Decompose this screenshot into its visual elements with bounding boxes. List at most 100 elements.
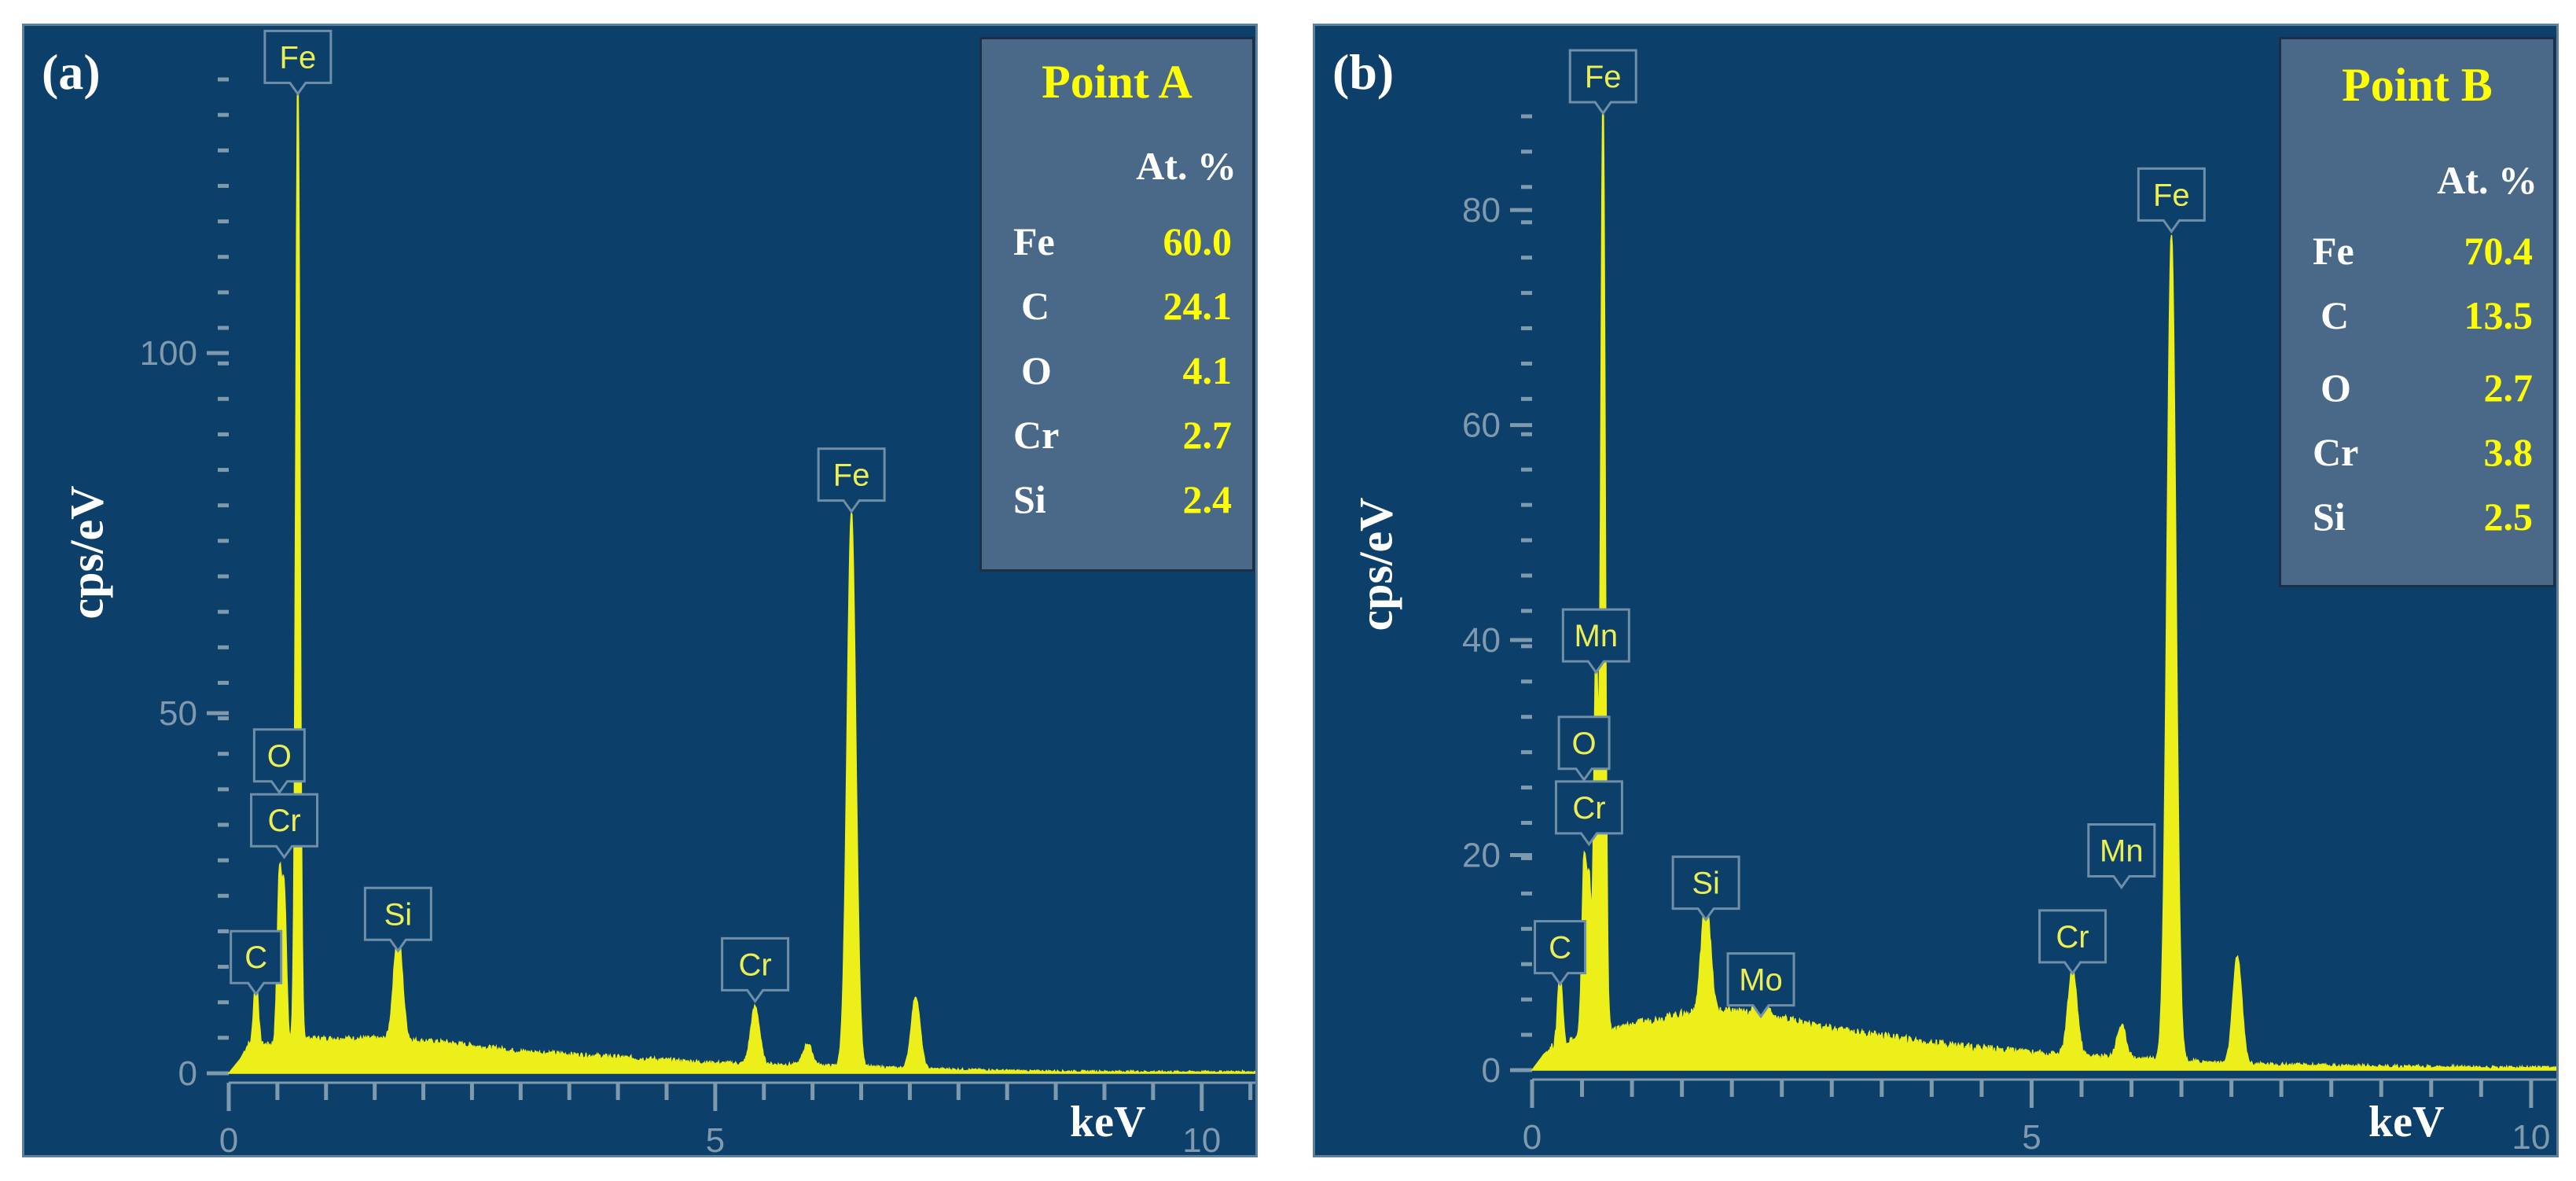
peak-tag: C (1534, 920, 1587, 987)
composition-value: 3.8 (2483, 430, 2534, 474)
composition-box-a: Point A At. % Fe 60.0 C 24.1 O 4.1 Cr 2.… (979, 37, 1255, 572)
peak-tag-box (230, 929, 283, 996)
peak-tag: Mn (1561, 608, 1630, 675)
y-tick-label: 0 (1482, 1051, 1501, 1090)
composition-row: O 2.7 (2313, 365, 2533, 412)
peak-tag-label: Cr (267, 804, 300, 838)
composition-value: 4.1 (1182, 348, 1233, 392)
peak-tag: O (252, 728, 306, 795)
composition-element: Cr (1013, 413, 1060, 457)
peak-tag: C (230, 929, 283, 996)
peak-tag: Fe (2137, 167, 2206, 234)
composition-value: 70.4 (2464, 229, 2534, 273)
composition-row: O 4.1 (1013, 348, 1232, 395)
peak-tag-box (252, 728, 306, 795)
composition-element: C (2321, 293, 2350, 337)
y-tick-label: 60 (1462, 407, 1501, 445)
x-tick-label: 5 (706, 1121, 725, 1157)
x-tick-label: 0 (219, 1121, 238, 1157)
x-axis-unit-b: keV (2368, 1098, 2445, 1146)
peak-tag-box (263, 29, 333, 96)
composition-element: C (1021, 284, 1050, 328)
peak-tag-box (1561, 608, 1630, 675)
spectrum-series (227, 68, 1255, 1075)
composition-row: Cr 2.7 (1013, 412, 1232, 459)
x-tick-label: 5 (2022, 1118, 2041, 1157)
composition-value: 60.0 (1163, 219, 1233, 263)
composition-value: 2.4 (1182, 477, 1233, 521)
peak-tag: Mn (2087, 823, 2156, 890)
panel-label-a: (a) (42, 44, 101, 100)
composition-value: 2.7 (1182, 413, 1233, 457)
composition-value: 2.5 (2483, 495, 2534, 539)
composition-title-b: Point B (2342, 59, 2493, 111)
composition-title-a: Point A (1042, 56, 1192, 108)
peak-tag: Si (1671, 855, 1740, 922)
composition-row: Si 2.4 (1013, 476, 1232, 524)
peak-tag-label: Fe (280, 40, 317, 75)
x-axis-unit-a: keV (1070, 1098, 1146, 1146)
composition-element: Cr (2313, 430, 2359, 474)
x-tick-label: 10 (2512, 1118, 2550, 1157)
composition-element: O (2321, 366, 2351, 410)
peak-tag-label: Cr (1572, 791, 1605, 826)
peak-tag-label: C (1549, 931, 1571, 966)
composition-row: Si 2.5 (2313, 494, 2533, 541)
y-tick-label: 0 (178, 1054, 197, 1093)
y-axis-title-a: cps/eV (61, 485, 113, 620)
composition-row: Fe 70.4 (2313, 228, 2533, 275)
peak-tag-box (1568, 49, 1637, 116)
spectrum-panel-b: 0 20 40 60 80 0 5 10 Fe Fe Mn O Cr C Si Mo Cr Mn (b) cps/… (1313, 24, 2559, 1157)
peak-tag-label: Fe (833, 458, 870, 493)
y-tick-label: 50 (159, 694, 197, 733)
peak-tag: Fe (1568, 49, 1637, 116)
composition-element: Si (2313, 495, 2346, 539)
peak-tag-label: Si (1692, 866, 1720, 901)
composition-value: 24.1 (1163, 284, 1233, 328)
composition-element: Si (1013, 477, 1046, 521)
composition-row: Cr 3.8 (2313, 429, 2533, 476)
peak-tag: Cr (250, 793, 319, 859)
composition-row: C 13.5 (2313, 292, 2533, 340)
x-tick-label: 0 (1523, 1118, 1542, 1157)
peak-tag-box (721, 936, 790, 1003)
y-axis-title-b: cps/eV (1350, 497, 1402, 631)
peak-tag: O (1557, 716, 1611, 782)
peak-tag-label: Fe (1585, 60, 1622, 94)
composition-unit-b: At. % (2437, 158, 2537, 202)
composition-unit-a: At. % (1136, 144, 1237, 188)
peak-tag-label: Mo (1739, 963, 1783, 998)
peak-tag-box (363, 886, 432, 953)
composition-box-b: Point B At. % Fe 70.4 C 13.5 O 2.7 Cr 3.… (2279, 37, 2556, 587)
composition-element: Fe (2313, 229, 2354, 273)
peak-tag: Cr (721, 936, 790, 1003)
peak-tag: Cr (2038, 909, 2107, 976)
peak-tag-label: Si (384, 897, 413, 932)
peak-tag-label: Mn (1575, 619, 1619, 653)
spectrum-plot-a: 0 50 100 0 5 10 Fe Fe O Cr C Si Cr (140, 29, 1255, 1157)
peak-tag-box (1534, 920, 1587, 987)
peak-tag-label: Cr (2056, 920, 2089, 955)
peak-tag-label: O (1572, 727, 1597, 761)
peak-tag-label: Mn (2100, 834, 2144, 869)
x-tick-label: 10 (1182, 1121, 1221, 1157)
peak-tag: Si (363, 886, 432, 953)
y-tick-label: 40 (1462, 621, 1501, 660)
peak-tag-box (1671, 855, 1740, 922)
composition-element: O (1021, 348, 1052, 392)
peak-tag: Fe (263, 29, 333, 96)
peak-tag-box (817, 447, 886, 514)
spectrum-panel-a: 0 50 100 0 5 10 Fe Fe O Cr C Si Cr (a) cps/eV keV Po… (22, 24, 1258, 1157)
peak-tag-label: Fe (2153, 178, 2190, 212)
peak-tag-box (1557, 716, 1611, 782)
peak-tag: Fe (817, 447, 886, 514)
composition-element: Fe (1013, 219, 1055, 263)
composition-row: Fe 60.0 (1013, 219, 1232, 266)
peak-tag-box (250, 793, 319, 859)
peak-tag-box (2038, 909, 2107, 976)
peak-tag-box (1554, 780, 1623, 847)
peak-tag-box (2137, 167, 2206, 234)
peak-tag-label: C (244, 940, 267, 975)
peak-tag: Cr (1554, 780, 1623, 847)
composition-row: C 24.1 (1013, 283, 1232, 330)
